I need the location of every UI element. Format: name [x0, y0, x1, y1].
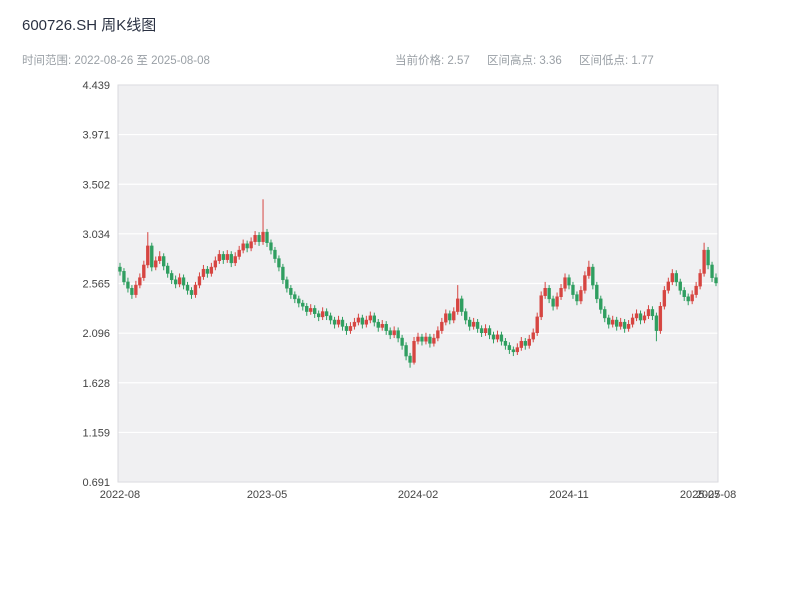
svg-text:3.034: 3.034 — [82, 229, 110, 241]
svg-text:2025-07: 2025-07 — [680, 489, 720, 501]
price-stats: 当前价格: 2.57 区间高点: 3.36 区间低点: 1.77 — [395, 52, 668, 68]
svg-text:2022-08: 2022-08 — [100, 489, 140, 501]
svg-text:2.096: 2.096 — [82, 328, 110, 340]
current-price-label: 当前价格: 2.57 — [395, 55, 470, 67]
svg-text:2024-11: 2024-11 — [549, 489, 589, 501]
range-high-label: 区间高点: 3.36 — [486, 55, 562, 67]
svg-text:2023-05: 2023-05 — [247, 489, 287, 501]
time-range-label: 时间范围: 2022-08-26 至 2025-08-08 — [22, 55, 210, 67]
svg-text:2025-08: 2025-08 — [696, 489, 736, 501]
page-title: 600726.SH 周K线图 — [22, 17, 157, 34]
svg-text:3.971: 3.971 — [82, 130, 110, 142]
svg-text:2024-02: 2024-02 — [398, 489, 438, 501]
svg-text:4.439: 4.439 — [82, 80, 110, 92]
range-low-label: 区间低点: 1.77 — [578, 55, 654, 67]
svg-text:3.502: 3.502 — [82, 179, 110, 191]
svg-text:1.628: 1.628 — [82, 378, 110, 390]
svg-text:1.159: 1.159 — [82, 427, 110, 439]
svg-text:2.565: 2.565 — [82, 279, 110, 291]
svg-text:0.691: 0.691 — [82, 477, 110, 489]
